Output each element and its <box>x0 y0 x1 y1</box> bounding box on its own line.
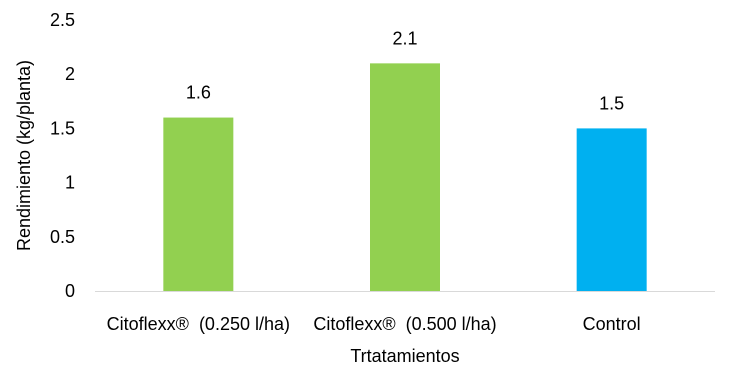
data-label: 2.1 <box>392 28 417 48</box>
category-label: Control <box>583 314 641 334</box>
y-tick-label: 0.5 <box>50 227 75 247</box>
category-label: Citoflexx® (0.250 l/ha) <box>107 314 290 334</box>
y-tick-label: 2 <box>65 64 75 84</box>
y-tick-label: 2.5 <box>50 10 75 30</box>
bar <box>370 63 440 291</box>
data-label: 1.6 <box>186 83 211 103</box>
data-label: 1.5 <box>599 93 624 113</box>
bar <box>163 117 234 291</box>
y-tick-label: 1 <box>65 173 75 193</box>
y-tick-labels: 0 0.5 1 1.5 2 2.5 <box>50 10 75 301</box>
y-axis-title: Rendimiento (kg/planta) <box>14 60 34 251</box>
y-tick-label: 0 <box>65 281 75 301</box>
category-label: Citoflexx® (0.500 l/ha) <box>313 314 496 334</box>
data-labels: 1.6 2.1 1.5 <box>186 28 624 113</box>
category-labels: Citoflexx® (0.250 l/ha) Citoflexx® (0.500… <box>107 314 641 334</box>
bar <box>576 128 647 291</box>
bars-group <box>163 63 647 291</box>
y-tick-label: 1.5 <box>50 118 75 138</box>
x-axis-title: Trtatamientos <box>350 346 459 366</box>
